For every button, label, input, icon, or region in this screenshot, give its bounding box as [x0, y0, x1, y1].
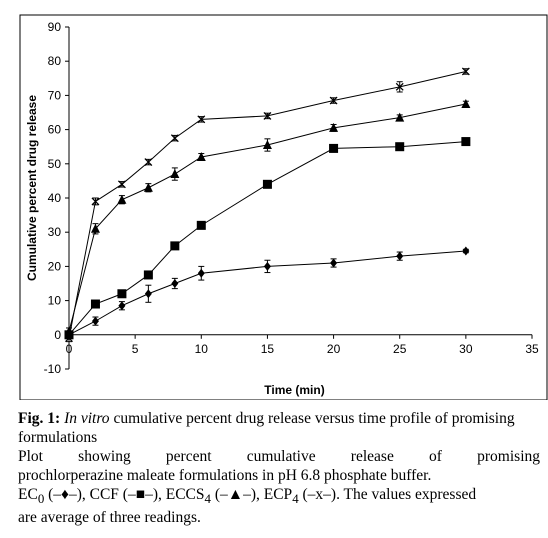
triangle-marker: [117, 194, 127, 204]
triangle-marker: [143, 182, 153, 192]
legend-ec-symbol: (–♦–),: [48, 486, 90, 503]
series-line: [68, 103, 466, 332]
square-marker: [395, 142, 405, 152]
square-marker: [461, 137, 471, 147]
square-marker: [196, 220, 206, 230]
legend-ccf: CCF (–■–),: [89, 486, 166, 503]
cross-marker: [263, 111, 272, 120]
square-marker: [90, 299, 100, 309]
figure-label: Fig. 1:: [18, 410, 61, 427]
y-tick-label: 90: [48, 20, 62, 34]
diamond-marker: [144, 289, 152, 299]
x-axis-title: Time (min): [264, 383, 324, 397]
x-tick-label: 35: [525, 342, 539, 356]
series-diamond: [65, 246, 470, 340]
cross-marker: [65, 334, 73, 343]
series-square: [64, 137, 471, 340]
triangle-marker: [262, 139, 272, 149]
diamond-marker: [462, 246, 470, 256]
figure-title: Fig. 1: In vitro cumulative percent drug…: [18, 409, 540, 447]
diamond-marker: [197, 268, 205, 278]
x-tick-label: 20: [327, 342, 341, 356]
series-line: [68, 250, 466, 336]
cross-marker: [170, 134, 179, 143]
series-line: [68, 141, 466, 336]
series-line: [68, 70, 466, 339]
cross-marker: [197, 115, 206, 124]
cross-marker: [395, 82, 404, 91]
x-tick-label: 5: [132, 342, 139, 356]
y-tick-label: 40: [48, 191, 62, 205]
diamond-marker: [396, 251, 404, 261]
x-tick-label: 15: [261, 342, 275, 356]
y-tick-label: -10: [44, 362, 62, 376]
square-marker: [117, 289, 127, 299]
cross-marker: [461, 67, 470, 76]
legend-ecp-symbol: (–x–). The values expressed: [298, 486, 477, 503]
square-marker: [170, 241, 180, 251]
figure-title-text: cumulative percent drug release versus t…: [18, 410, 515, 446]
diamond-marker: [330, 258, 338, 268]
diamond-marker: [171, 279, 179, 288]
x-tick-label: 0: [66, 342, 73, 356]
diamond-marker: [263, 261, 271, 271]
legend-ec: EC: [18, 486, 38, 503]
series-triangle: [64, 98, 471, 336]
chart-frame: [19, 14, 548, 400]
square-marker: [143, 270, 153, 280]
y-tick-label: 80: [48, 54, 62, 68]
triangle-marker: [90, 223, 100, 233]
cross-marker: [329, 96, 338, 105]
triangle-marker: [461, 98, 471, 108]
triangle-marker: [329, 122, 339, 132]
legend-eccs-symbol: (–▲–),: [210, 486, 264, 503]
legend-ecp-sub: 4: [292, 491, 299, 507]
caption-line-2: prochlorperazine maleate formulations in…: [18, 467, 432, 484]
y-tick-label: 70: [48, 88, 62, 102]
triangle-marker: [196, 151, 206, 161]
legend-ec-sub: 0: [37, 491, 45, 507]
caption-line-1: Plot showing percent cumulative release …: [18, 448, 540, 465]
legend-eccs: ECCS: [165, 486, 205, 503]
legend-ecp: ECP: [263, 486, 293, 503]
diamond-marker: [91, 316, 99, 326]
figure-caption: Fig. 1: In vitro cumulative percent drug…: [18, 409, 540, 527]
triangle-marker: [395, 112, 405, 122]
square-marker: [262, 179, 272, 189]
y-tick-label: 30: [48, 225, 62, 239]
y-tick-label: 20: [48, 259, 62, 273]
cross-marker: [91, 197, 100, 206]
x-tick-label: 30: [459, 342, 473, 356]
series-cross: [65, 67, 470, 343]
square-marker: [329, 143, 339, 153]
y-tick-label: 50: [48, 157, 62, 171]
y-tick-label: 10: [48, 294, 62, 308]
diamond-marker: [118, 301, 126, 311]
x-tick-label: 25: [393, 342, 407, 356]
y-tick-label: 60: [48, 123, 62, 137]
cross-marker: [117, 180, 126, 189]
release-profile-chart: -10 0 10 20 30 40 50 60 70 80 90 0 5 10 15 20 25 30 35 Tim…: [19, 14, 548, 400]
figure-italic-term: In vitro: [64, 410, 110, 427]
chart-canvas: -10 0 10 20 30 40 50 60 70 80 90 0 5 10 15 20 25 30 35 Tim…: [19, 14, 548, 400]
cross-marker: [144, 158, 153, 167]
triangle-marker: [170, 169, 180, 179]
caption-legend-line: EC0 (–♦–), CCF (–■–), ECCS4 (–▲–), ECP4 …: [18, 485, 540, 508]
y-tick-label: 0: [54, 328, 61, 342]
x-tick-label: 10: [195, 342, 209, 356]
legend-eccs-sub: 4: [204, 491, 211, 507]
triangle-marker: [64, 326, 74, 336]
y-axis-title: Cumulative percent drug release: [25, 95, 39, 281]
caption-line-4: are average of three readings.: [18, 509, 201, 527]
